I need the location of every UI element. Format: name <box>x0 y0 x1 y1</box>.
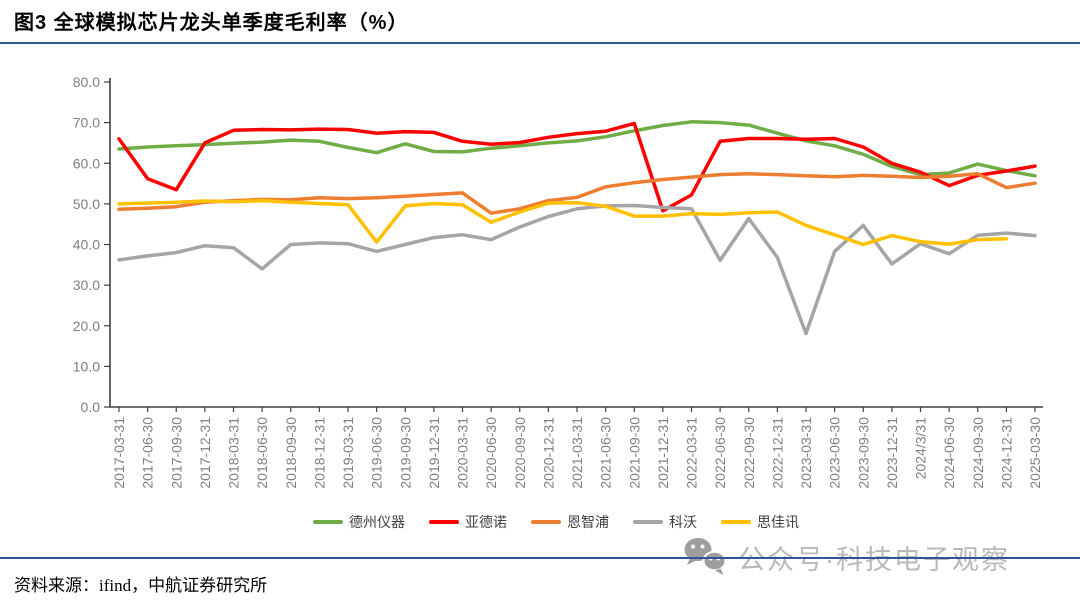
x-axis-label: 2019-06-30 <box>369 417 385 489</box>
x-axis-label: 2019-12-31 <box>426 417 442 489</box>
legend-swatch <box>429 520 459 524</box>
legend-swatch <box>531 520 561 524</box>
x-axis-label: 2022-03-31 <box>684 417 700 489</box>
x-axis-label: 2017-09-30 <box>168 417 184 489</box>
x-axis-label: 2017-03-31 <box>111 417 127 489</box>
watermark: 公众号·科技电子观察 <box>682 536 1010 578</box>
x-axis-label: 2020-03-31 <box>455 417 471 489</box>
y-axis-label: 80.0 <box>73 74 100 90</box>
y-axis-label: 0.0 <box>81 399 101 415</box>
x-axis-label: 2023-03-31 <box>798 417 814 489</box>
footer-divider <box>0 557 1080 559</box>
x-axis-label: 2018-12-31 <box>311 417 327 489</box>
legend-item-nxp: 恩智浦 <box>531 512 609 532</box>
legend-label: 恩智浦 <box>567 514 609 530</box>
x-axis-label: 2023-06-30 <box>827 417 843 489</box>
x-axis-label: 2021-03-31 <box>569 417 585 489</box>
legend: 德州仪器 亚德诺 恩智浦 科沃 思佳讯 <box>0 512 1080 532</box>
legend-item-skyworks: 思佳讯 <box>721 512 799 532</box>
y-axis-label: 50.0 <box>73 196 100 212</box>
x-axis-label: 2020-09-30 <box>512 417 528 489</box>
y-axis-label: 40.0 <box>73 237 100 253</box>
x-axis-label: 2024-12-31 <box>998 417 1014 489</box>
x-axis-label: 2021-06-30 <box>598 417 614 489</box>
y-axis-label: 60.0 <box>73 155 100 171</box>
series-line-skyworks <box>117 198 1009 247</box>
watermark-text: 公众号·科技电子观察 <box>738 544 1010 575</box>
series-line-texas-instruments <box>117 120 1037 178</box>
series-line-qorvo <box>117 203 1037 336</box>
x-axis-label: 2018-03-31 <box>226 417 242 489</box>
x-axis-label: 2022-06-30 <box>712 417 728 489</box>
legend-label: 亚德诺 <box>465 514 507 530</box>
x-axis-label: 2024-09-30 <box>970 417 986 489</box>
figure-title: 图3 全球模拟芯片龙头单季度毛利率（%） <box>14 12 409 34</box>
y-axis-label: 20.0 <box>73 318 100 334</box>
x-axis-label: 2018-09-30 <box>283 417 299 489</box>
x-axis-label: 2019-09-30 <box>397 417 413 489</box>
y-axis-label: 30.0 <box>73 277 100 293</box>
x-axis-label: 2024/3/31 <box>913 417 929 479</box>
legend-swatch <box>721 520 751 524</box>
axis-lines <box>109 78 1043 408</box>
x-axis-label: 2022-12-31 <box>769 417 785 489</box>
x-axis-label: 2023-12-31 <box>884 417 900 489</box>
legend-label: 德州仪器 <box>349 514 405 530</box>
x-axis-label: 2024-06-30 <box>941 417 957 489</box>
y-axis-label: 70.0 <box>73 115 100 131</box>
y-axis-label: 10.0 <box>73 358 100 374</box>
x-axis-label: 2020-12-31 <box>540 417 556 489</box>
line-chart: 0.0 10.0 20.0 30.0 40.0 50.0 60.0 70.0 80.0 2017-… <box>73 74 1043 489</box>
x-axis-label: 2020-06-30 <box>483 417 499 489</box>
x-axis-label: 2021-09-30 <box>626 417 642 489</box>
x-axis-label: 2017-12-31 <box>197 417 213 489</box>
x-axis-label: 2017-06-30 <box>140 417 156 489</box>
legend-swatch <box>633 520 663 524</box>
legend-item-analog-devices: 亚德诺 <box>429 512 507 532</box>
legend-item-qorvo: 科沃 <box>633 512 697 532</box>
x-axis-label: 2021-12-31 <box>655 417 671 489</box>
legend-label: 科沃 <box>669 514 697 530</box>
title-divider <box>0 42 1080 44</box>
series-line-analog-devices <box>117 121 1037 213</box>
legend-swatch <box>313 520 343 524</box>
legend-label: 思佳讯 <box>757 514 799 530</box>
legend-item-texas-instruments: 德州仪器 <box>313 512 405 532</box>
x-axis-label: 2022-09-30 <box>741 417 757 489</box>
x-axis-label: 2025-03-30 <box>1027 417 1043 489</box>
wechat-icon <box>684 538 727 575</box>
x-axis-label: 2019-03-31 <box>340 417 356 489</box>
x-axis-label: 2023-09-30 <box>855 417 871 489</box>
x-axis-label: 2018-06-30 <box>254 417 270 489</box>
source-note: 资料来源：ifind，中航证券研究所 <box>14 576 268 595</box>
